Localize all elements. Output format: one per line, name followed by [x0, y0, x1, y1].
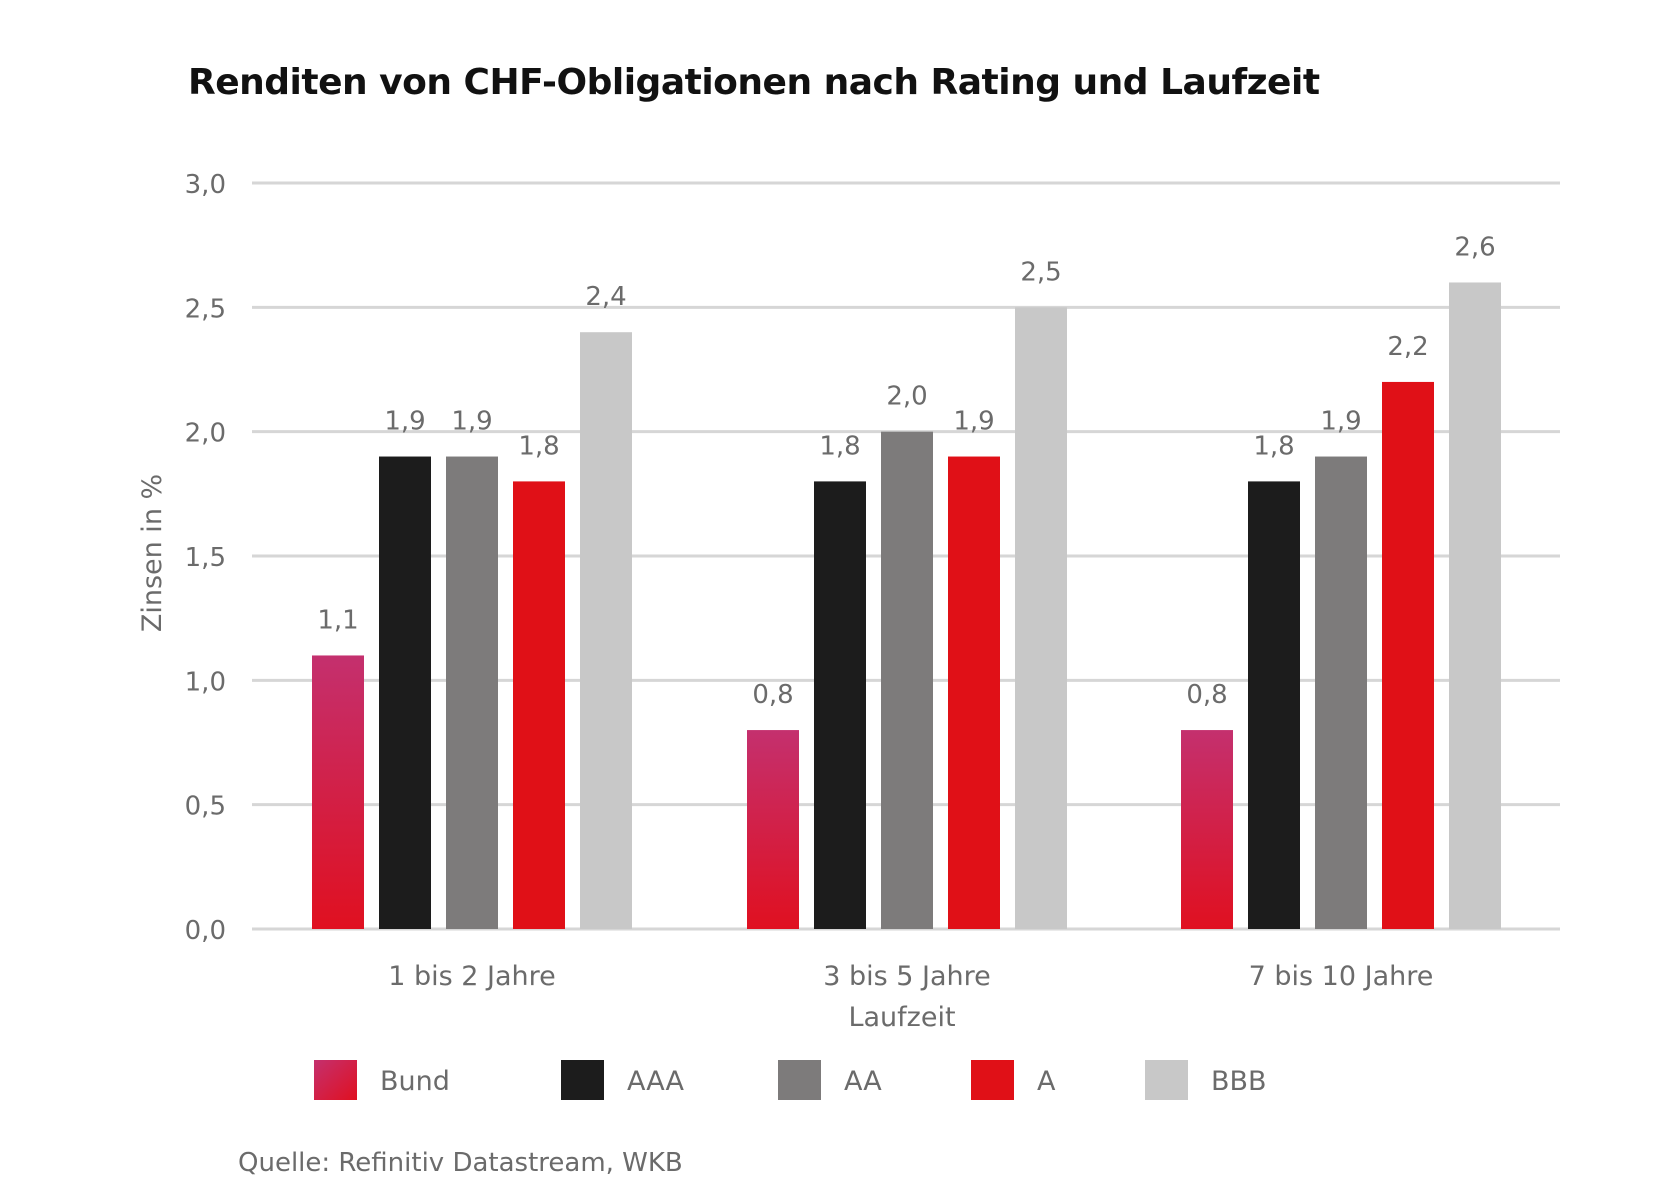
data-label: 1,9 — [1320, 407, 1361, 437]
y-tick-label: 1,5 — [185, 543, 226, 573]
y-tick-label: 2,0 — [185, 419, 226, 449]
source-note: Quelle: Refinitiv Datastream, WKB — [238, 1148, 683, 1178]
legend-swatch-bbb — [1145, 1060, 1188, 1100]
data-label: 1,8 — [518, 431, 559, 461]
data-label: 2,4 — [585, 282, 626, 312]
legend-label-bund: Bund — [380, 1066, 450, 1097]
legend-label-aa: AA — [844, 1066, 882, 1097]
bars — [312, 282, 1501, 929]
data-label: 0,8 — [1186, 680, 1227, 710]
legend-label-bbb: BBB — [1211, 1066, 1267, 1097]
x-tick-label: 1 bis 2 Jahre — [388, 961, 556, 992]
bar-a-3 — [1382, 381, 1434, 929]
legend-swatch-aa — [778, 1060, 821, 1100]
bar-aaa-2 — [814, 481, 866, 929]
bar-bund-2 — [747, 730, 799, 929]
legend-swatch-aaa — [561, 1060, 604, 1100]
data-label: 1,9 — [384, 407, 425, 437]
data-label: 2,0 — [886, 382, 927, 412]
data-label: 2,2 — [1387, 332, 1428, 362]
legend-label-a: A — [1037, 1066, 1056, 1097]
chart-title: Renditen von CHF-Obligationen nach Ratin… — [188, 62, 1320, 103]
bar-aa-2 — [881, 431, 933, 929]
bar-a-1 — [513, 481, 565, 929]
bar-aa-3 — [1315, 456, 1367, 929]
y-tick-label: 2,5 — [185, 294, 226, 324]
legend-swatch-bund — [314, 1060, 357, 1100]
bar-bbb-3 — [1449, 282, 1501, 929]
x-tick-label: 3 bis 5 Jahre — [823, 961, 991, 992]
data-label: 1,9 — [451, 407, 492, 437]
data-label: 0,8 — [752, 680, 793, 710]
bar-bund-1 — [312, 655, 364, 929]
y-tick-label: 0,5 — [185, 792, 226, 822]
data-label: 1,8 — [819, 431, 860, 461]
legend: Bund AAA AA A BBB — [314, 1060, 1267, 1100]
y-tick-label: 1,0 — [185, 667, 226, 697]
bar-aa-1 — [446, 456, 498, 929]
bar-bund-3 — [1181, 730, 1233, 929]
y-axis-label: Zinsen in % — [137, 474, 168, 632]
y-axis-ticks: 0,0 0,5 1,0 1,5 2,0 2,5 3,0 — [185, 170, 226, 946]
bar-a-2 — [948, 456, 1000, 929]
y-tick-label: 3,0 — [185, 170, 226, 200]
bar-aaa-3 — [1248, 481, 1300, 929]
bar-bbb-2 — [1015, 307, 1067, 929]
data-label: 1,9 — [953, 407, 994, 437]
data-label: 2,6 — [1454, 232, 1495, 262]
x-tick-label: 7 bis 10 Jahre — [1249, 961, 1434, 992]
data-label: 1,8 — [1253, 431, 1294, 461]
data-label: 1,1 — [317, 605, 358, 635]
legend-label-aaa: AAA — [627, 1066, 684, 1097]
bar-bbb-1 — [580, 332, 632, 929]
data-label: 2,5 — [1020, 257, 1061, 287]
x-axis-ticks: 1 bis 2 Jahre 3 bis 5 Jahre 7 bis 10 Jahre — [388, 961, 1433, 992]
legend-swatch-a — [971, 1060, 1014, 1100]
x-axis-label: Laufzeit — [848, 1002, 955, 1033]
y-tick-label: 0,0 — [185, 916, 226, 946]
data-labels: 1,1 1,9 1,9 1,8 2,4 0,8 1,8 2,0 1,9 2,5 0,8 1,8 1,9 2… — [317, 232, 1495, 710]
bar-aaa-1 — [379, 456, 431, 929]
